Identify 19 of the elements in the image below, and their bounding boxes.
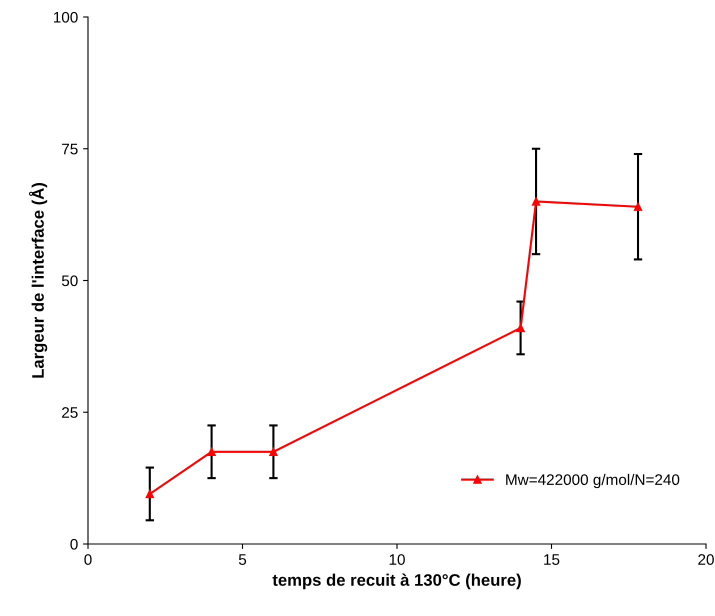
y-tick-label: 100 <box>54 12 78 23</box>
y-tick-label: 50 <box>62 275 78 286</box>
y-tick-label: 75 <box>62 144 78 154</box>
x-tick-label: 5 <box>238 554 246 565</box>
point <box>146 490 154 498</box>
legend-label: Mw=422000 g/mol/N=240 <box>506 474 680 488</box>
x-tick-label: 10 <box>390 554 405 565</box>
point <box>269 448 278 456</box>
point <box>532 197 540 206</box>
y-axis-title: Largeur de l'interface (Å) <box>28 183 48 378</box>
point <box>207 448 216 456</box>
point <box>634 202 642 211</box>
y-tick-label: 25 <box>62 407 78 418</box>
x-tick-label: 20 <box>698 554 714 565</box>
x-axis-title: temps de recuit à 130°C (heure) <box>272 574 521 590</box>
y-tick-label: 0 <box>70 538 78 550</box>
x-tick-label: 0 <box>84 554 92 565</box>
x-tick-label: 15 <box>544 554 560 565</box>
point <box>516 324 525 332</box>
